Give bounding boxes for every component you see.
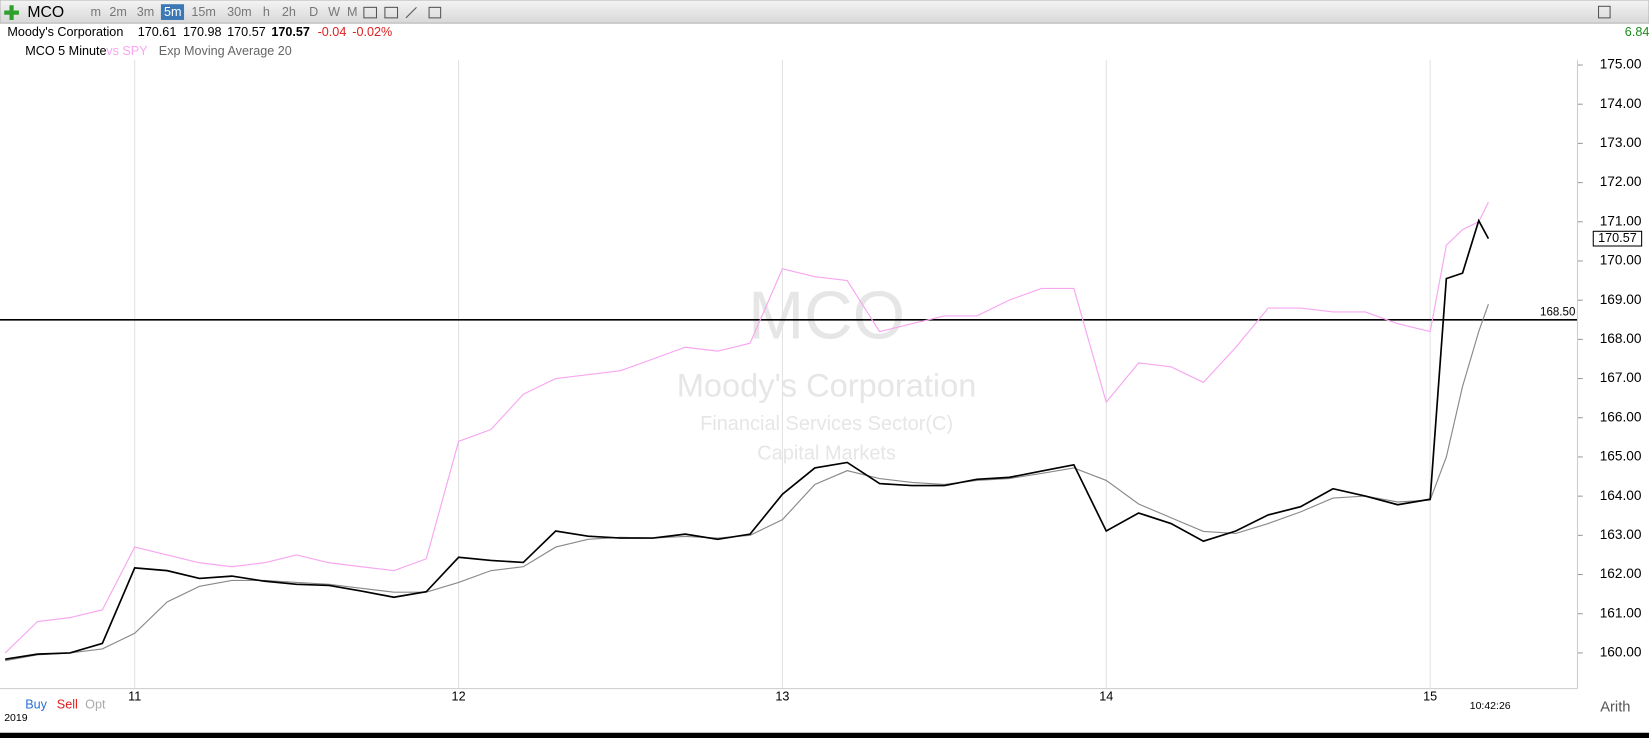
sell-button[interactable]: Sell — [57, 698, 78, 712]
toolbar-icons[interactable] — [363, 5, 1611, 19]
symbol[interactable]: MCO — [27, 4, 64, 21]
quote-last: 170.57 — [271, 25, 310, 39]
x-tick-label: 15 — [1423, 689, 1437, 703]
y-tick-label: 173.00 — [1600, 135, 1642, 150]
watermark-industry: Capital Markets — [757, 442, 896, 464]
timeframe[interactable]: 3m — [137, 5, 155, 19]
y-tick-label: 168.00 — [1600, 331, 1642, 346]
y-tick-label: 164.00 — [1600, 488, 1642, 503]
y-tick-label: 175.00 — [1600, 57, 1642, 72]
y-tick-label: 170.00 — [1600, 253, 1642, 268]
x-tick-label: 12 — [452, 689, 466, 703]
toolbar — [0, 0, 1649, 24]
series-line — [5, 218, 1490, 660]
y-tick-label: 171.00 — [1600, 213, 1642, 228]
bottom-border — [0, 732, 1649, 738]
y-tick-label: 174.00 — [1600, 96, 1642, 111]
quote-low: 170.57 — [227, 25, 266, 39]
timeframe[interactable]: 2h — [282, 5, 296, 19]
series-line — [5, 303, 1489, 662]
y-tick-label: 169.00 — [1600, 292, 1642, 307]
opt-button[interactable]: Opt — [85, 698, 106, 712]
legend-study[interactable]: Exp Moving Average 20 — [159, 44, 292, 58]
buy-button[interactable]: Buy — [25, 698, 47, 712]
timeframe[interactable]: 15m — [191, 5, 216, 19]
price-line-label: 168.50 — [1540, 306, 1575, 318]
timeframe[interactable]: D — [309, 5, 318, 19]
legend-main[interactable]: MCO 5 Minute — [25, 44, 106, 58]
x-tick-label: 11 — [128, 689, 141, 703]
add-icon[interactable] — [4, 5, 19, 20]
y-tick-label: 162.00 — [1600, 566, 1642, 581]
timeframe[interactable]: M — [347, 5, 358, 19]
watermark: MCO Moody's Corporation Financial Servic… — [677, 278, 977, 464]
quote-name: Moody's Corporation — [7, 25, 123, 39]
scale-mode[interactable]: Arith — [1600, 699, 1630, 715]
y-tick-label: 160.00 — [1600, 645, 1642, 660]
watermark-symbol: MCO — [748, 278, 905, 353]
y-tick-label: 161.00 — [1600, 605, 1642, 620]
timeframe-active — [160, 4, 185, 20]
watermark-sector: Financial Services Sector(C) — [700, 413, 953, 435]
y-tick-label: 172.00 — [1600, 174, 1642, 189]
quote-right: 6.84 — [1625, 25, 1649, 39]
quote-high: 170.98 — [183, 25, 222, 39]
year-label: 2019 — [4, 712, 28, 724]
watermark-name: Moody's Corporation — [677, 367, 977, 404]
x-tick-label: 13 — [775, 689, 789, 703]
quote-change: -0.04 — [318, 25, 347, 39]
timeframe[interactable]: 2m — [109, 5, 127, 19]
series-line — [4, 201, 1489, 654]
x-tick-label: 14 — [1099, 689, 1113, 703]
quote-change-pct: -0.02% — [352, 25, 392, 39]
timeframe[interactable]: h — [263, 5, 270, 19]
y-tick-label: 167.00 — [1600, 370, 1642, 385]
timeframe[interactable]: 30m — [227, 5, 252, 19]
y-tick-label: 163.00 — [1600, 527, 1642, 542]
timeframe[interactable]: W — [328, 5, 340, 19]
y-tick-label: 165.00 — [1600, 449, 1642, 464]
time-label: 10:42:26 — [1470, 700, 1511, 712]
timeframe[interactable]: 5m — [164, 5, 182, 19]
quote-open: 170.61 — [138, 25, 177, 39]
last-price-label: 170.57 — [1598, 231, 1637, 245]
last-price-box — [1592, 230, 1643, 247]
timeframe[interactable]: m — [90, 5, 101, 19]
y-tick-label: 166.00 — [1600, 409, 1642, 424]
legend-compare[interactable]: vs SPY — [106, 44, 148, 58]
